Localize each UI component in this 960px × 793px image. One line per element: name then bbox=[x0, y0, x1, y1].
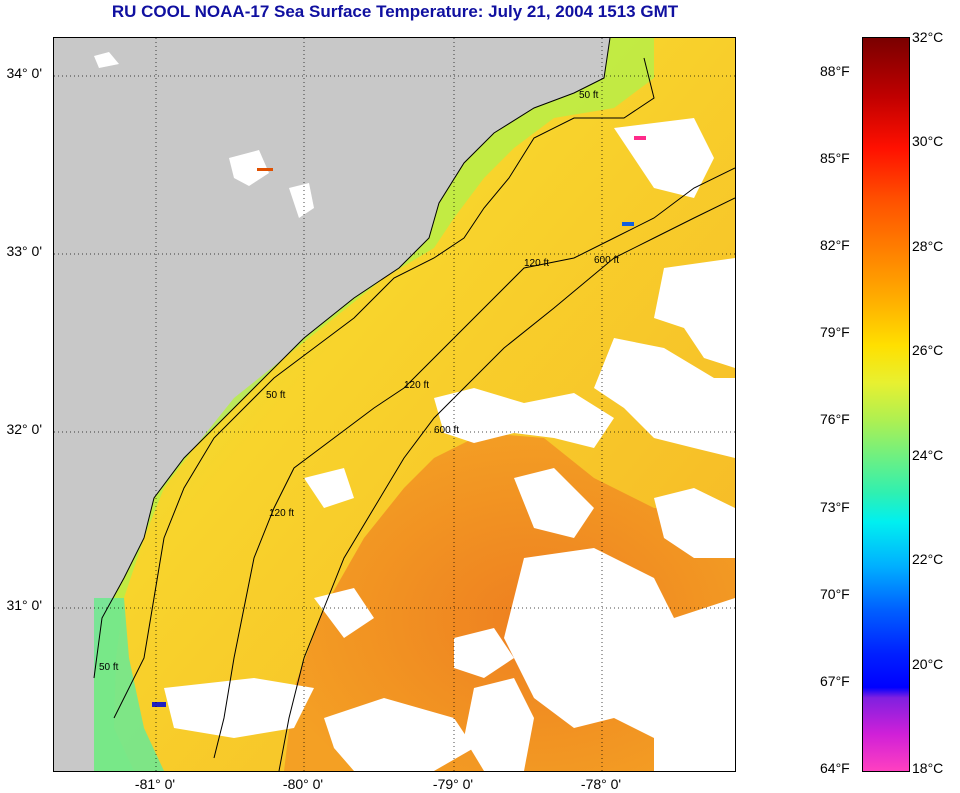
contour-50ft bbox=[113, 57, 655, 719]
sst-map[interactable]: 50 ft 120 ft 600 ft 50 ft 120 ft 600 ft … bbox=[53, 37, 736, 772]
colorbar-f-79: 79°F bbox=[820, 324, 850, 340]
graticule bbox=[54, 38, 735, 771]
blue-pixel-marker bbox=[622, 222, 634, 226]
latitude-label-31: 31° 0' bbox=[6, 597, 42, 613]
contour-label-50ft-south: 50 ft bbox=[266, 390, 286, 401]
longitude-label-78: -78° 0' bbox=[580, 776, 622, 792]
south-coastal-cool-patch bbox=[94, 598, 164, 771]
contour-label-120ft: 120 ft bbox=[524, 258, 549, 269]
contour-label-120ft-south: 120 ft bbox=[269, 508, 294, 519]
coastline bbox=[93, 38, 611, 679]
contour-label-600ft-mid: 600 ft bbox=[434, 425, 459, 436]
red-pixel-marker bbox=[257, 168, 273, 171]
latitude-label-32: 32° 0' bbox=[6, 421, 42, 437]
blue-pixel-marker-south bbox=[152, 702, 166, 707]
colorbar-c-20: 20°C bbox=[912, 656, 944, 672]
contour-label-120ft-mid: 120 ft bbox=[404, 380, 429, 391]
colorbar-f-73: 73°F bbox=[820, 499, 850, 515]
colorbar-f-70: 70°F bbox=[820, 586, 850, 602]
colorbar-f-67: 67°F bbox=[820, 673, 850, 689]
contour-120ft bbox=[213, 167, 735, 759]
longitude-label-81: -81° 0' bbox=[134, 776, 176, 792]
colorbar-f-85: 85°F bbox=[820, 150, 850, 166]
colorbar-c-28: 28°C bbox=[912, 238, 944, 254]
colorbar-c-32: 32°C bbox=[912, 29, 944, 45]
colorbar-f-82: 82°F bbox=[820, 237, 850, 253]
colorbar-c-30: 30°C bbox=[912, 133, 944, 149]
sst-map-canvas: 50 ft 120 ft 600 ft 50 ft 120 ft 600 ft … bbox=[54, 38, 735, 771]
latitude-label-34: 34° 0' bbox=[6, 65, 42, 81]
colorbar-f-64: 64°F bbox=[820, 760, 850, 776]
colorbar-c-24: 24°C bbox=[912, 447, 944, 463]
contour-600ft bbox=[278, 197, 735, 771]
pink-pixel-marker bbox=[634, 136, 646, 140]
contour-label-600ft: 600 ft bbox=[594, 255, 619, 266]
contour-label-50ft-far-south: 50 ft bbox=[99, 662, 119, 673]
colorbar-c-26: 26°C bbox=[912, 342, 944, 358]
map-title: RU COOL NOAA-17 Sea Surface Temperature:… bbox=[111, 2, 679, 21]
temperature-colorbar bbox=[862, 37, 910, 772]
longitude-label-80: -80° 0' bbox=[282, 776, 324, 792]
colorbar-c-22: 22°C bbox=[912, 551, 944, 567]
longitude-label-79: -79° 0' bbox=[432, 776, 474, 792]
contour-label-50ft: 50 ft bbox=[579, 90, 599, 101]
colorbar-f-88: 88°F bbox=[820, 63, 850, 79]
colorbar-c-18: 18°C bbox=[912, 760, 944, 776]
colorbar-f-76: 76°F bbox=[820, 411, 850, 427]
latitude-label-33: 33° 0' bbox=[6, 243, 42, 259]
cloud-cover bbox=[94, 52, 735, 771]
